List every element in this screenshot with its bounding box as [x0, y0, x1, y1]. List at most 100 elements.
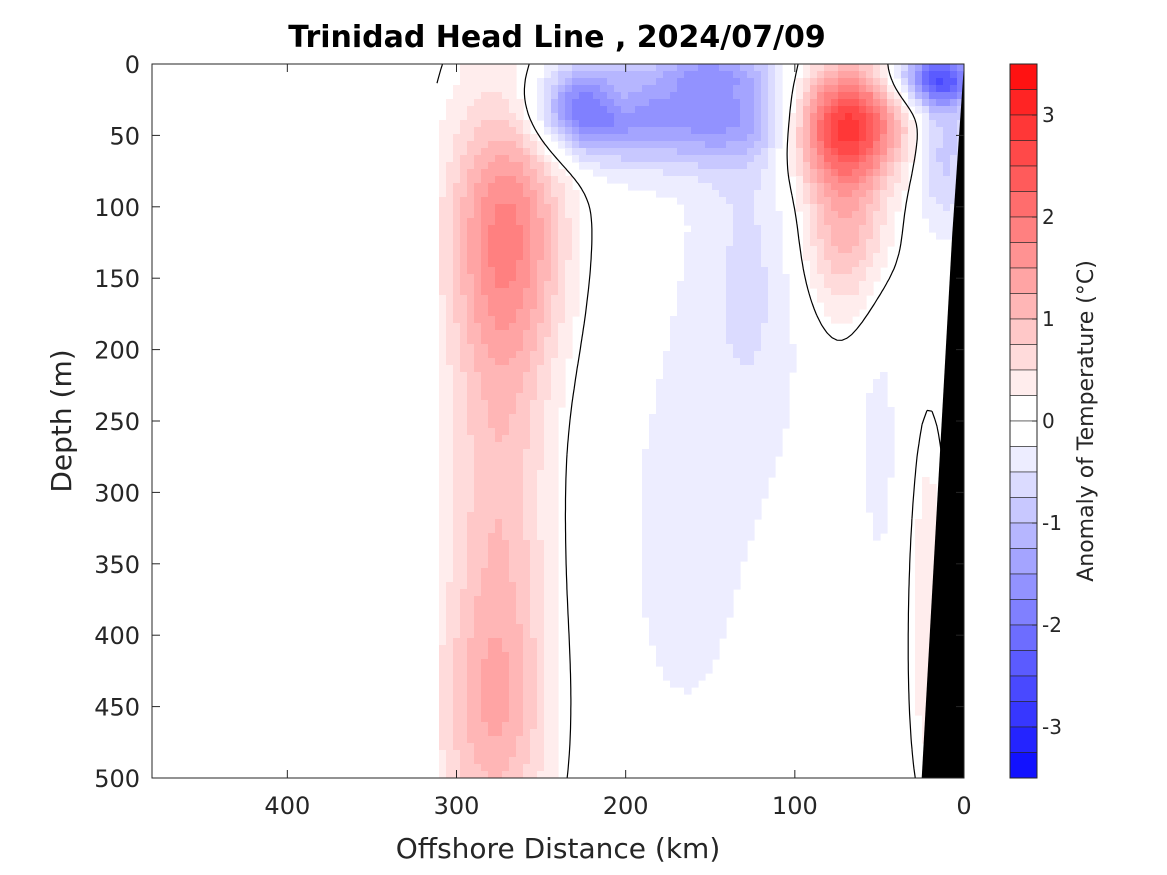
anomaly-cell: [803, 148, 811, 156]
anomaly-cell: [887, 176, 895, 184]
anomaly-cell: [558, 386, 566, 394]
anomaly-cell: [768, 141, 776, 149]
anomaly-cell: [649, 638, 657, 646]
anomaly-cell: [670, 652, 678, 660]
anomaly-cell: [439, 470, 447, 478]
anomaly-cell: [544, 183, 552, 191]
anomaly-cell: [936, 134, 944, 142]
anomaly-cell: [551, 260, 559, 268]
anomaly-cell: [439, 561, 447, 569]
anomaly-cell: [719, 113, 727, 121]
anomaly-cell: [845, 183, 853, 191]
anomaly-cell: [950, 204, 958, 212]
anomaly-cell: [845, 218, 853, 226]
anomaly-cell: [537, 673, 545, 681]
anomaly-cell: [453, 176, 461, 184]
anomaly-cell: [481, 512, 489, 520]
anomaly-cell: [768, 246, 776, 254]
anomaly-cell: [733, 211, 741, 219]
colorbar-segment: [1009, 599, 1038, 626]
anomaly-cell: [516, 183, 524, 191]
anomaly-cell: [607, 155, 615, 163]
anomaly-cell: [663, 617, 671, 625]
anomaly-cell: [810, 246, 818, 254]
anomaly-cell: [859, 85, 867, 93]
anomaly-cell: [495, 477, 503, 485]
anomaly-cell: [880, 519, 888, 527]
anomaly-cell: [691, 407, 699, 415]
anomaly-cell: [481, 274, 489, 282]
anomaly-cell: [656, 589, 664, 597]
anomaly-cell: [656, 526, 664, 534]
anomaly-cell: [481, 85, 489, 93]
anomaly-cell: [712, 582, 720, 590]
anomaly-cell: [467, 456, 475, 464]
anomaly-cell: [943, 169, 951, 177]
anomaly-cell: [691, 274, 699, 282]
anomaly-cell: [495, 771, 503, 778]
anomaly-cell: [460, 610, 468, 618]
anomaly-cell: [488, 708, 496, 716]
anomaly-cell: [684, 638, 692, 646]
anomaly-cell: [453, 666, 461, 674]
anomaly-cell: [740, 99, 748, 107]
anomaly-cell: [502, 519, 510, 527]
anomaly-cell: [523, 701, 531, 709]
anomaly-cell: [691, 246, 699, 254]
anomaly-cell: [719, 218, 727, 226]
anomaly-cell: [663, 470, 671, 478]
anomaly-cell: [537, 512, 545, 520]
anomaly-cell: [551, 225, 559, 233]
anomaly-cell: [698, 92, 706, 100]
anomaly-cell: [446, 715, 454, 723]
anomaly-cell: [453, 435, 461, 443]
anomaly-cell: [558, 169, 566, 177]
anomaly-cell: [656, 624, 664, 632]
anomaly-cell: [922, 526, 930, 534]
anomaly-cell: [677, 526, 685, 534]
anomaly-cell: [768, 106, 776, 114]
anomaly-cell: [628, 92, 636, 100]
anomaly-cell: [670, 428, 678, 436]
anomaly-cell: [495, 456, 503, 464]
anomaly-cell: [530, 540, 538, 548]
anomaly-cell: [474, 743, 482, 751]
anomaly-cell: [516, 526, 524, 534]
anomaly-cell: [845, 85, 853, 93]
anomaly-cell: [691, 498, 699, 506]
anomaly-cell: [880, 78, 888, 86]
anomaly-cell: [880, 246, 888, 254]
anomaly-cell: [747, 232, 755, 240]
anomaly-cell: [719, 547, 727, 555]
anomaly-cell: [887, 407, 895, 415]
anomaly-cell: [838, 176, 846, 184]
anomaly-cell: [467, 743, 475, 751]
anomaly-cell: [754, 274, 762, 282]
anomaly-cell: [460, 64, 468, 72]
anomaly-cell: [670, 596, 678, 604]
anomaly-cell: [467, 484, 475, 492]
anomaly-cell: [656, 491, 664, 499]
anomaly-cell: [740, 323, 748, 331]
anomaly-cell: [670, 386, 678, 394]
anomaly-cell: [677, 330, 685, 338]
anomaly-cell: [502, 743, 510, 751]
anomaly-cell: [866, 246, 874, 254]
anomaly-cell: [922, 78, 930, 86]
anomaly-cell: [537, 687, 545, 695]
anomaly-cell: [684, 575, 692, 583]
anomaly-cell: [537, 372, 545, 380]
anomaly-cell: [467, 113, 475, 121]
anomaly-cell: [481, 729, 489, 737]
anomaly-cell: [467, 330, 475, 338]
anomaly-cell: [726, 281, 734, 289]
anomaly-cell: [936, 183, 944, 191]
anomaly-cell: [677, 407, 685, 415]
anomaly-cell: [488, 106, 496, 114]
anomaly-cell: [880, 92, 888, 100]
anomaly-cell: [789, 141, 797, 149]
anomaly-cell: [663, 148, 671, 156]
anomaly-cell: [460, 456, 468, 464]
anomaly-cell: [509, 302, 517, 310]
anomaly-cell: [537, 561, 545, 569]
